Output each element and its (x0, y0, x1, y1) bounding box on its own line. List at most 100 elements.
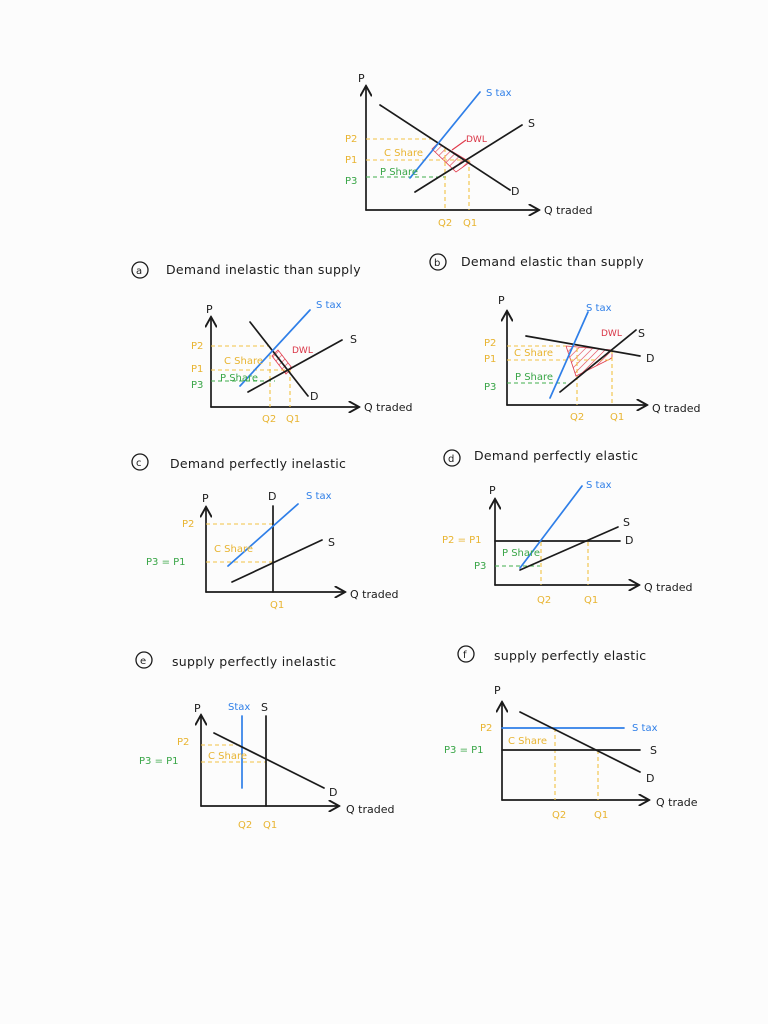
panel-f-demand-curve (519, 711, 641, 773)
main-q2-label: Q2 (438, 218, 452, 229)
panel-a-s-label: S (350, 333, 357, 346)
panel-e-stax-label: Stax (228, 702, 250, 713)
panel-f-p3p1-label: P3 = P1 (444, 745, 484, 756)
panel-b-stax-curve (549, 311, 589, 399)
panel-d-q1-label: Q1 (584, 595, 598, 606)
panel-c-badge (131, 453, 149, 471)
panel-f-letter: f (463, 650, 467, 661)
panel-a-badge (131, 261, 149, 279)
panel-b-p-label: P (498, 294, 505, 307)
panel-f-stax-label: S tax (632, 723, 658, 734)
main-s-label: S (528, 117, 535, 130)
panel-c-title: Demand perfectly inelastic (170, 456, 346, 471)
panel-b: b Demand elastic than supply P Q traded … (429, 253, 700, 423)
panel-f-p2-label: P2 (480, 723, 492, 734)
panel-e: e supply perfectly inelastic P Q traded … (135, 651, 394, 831)
panel-b-s-label: S (638, 327, 645, 340)
panel-d-p2p1-label: P2 = P1 (442, 535, 482, 546)
main-demand-curve (379, 104, 511, 191)
panel-a-stax-curve (239, 309, 311, 387)
panel-d: d Demand perfectly elastic P Q traded S … (442, 448, 692, 606)
main-p-label: P (358, 72, 365, 85)
panel-f-title: supply perfectly elastic (494, 648, 646, 663)
panel-e-demand-curve (213, 732, 325, 789)
panel-a-d-label: D (310, 390, 318, 403)
main-q-label: Q traded (544, 204, 592, 217)
panel-c-p3p1-label: P3 = P1 (146, 557, 186, 568)
panel-a-dwl-label: DWL (292, 346, 313, 356)
panel-a-p3-label: P3 (191, 380, 203, 391)
panel-c-p-label: P (202, 492, 209, 505)
main-stax-label: S tax (486, 88, 512, 99)
panel-d-q2-label: Q2 (537, 595, 551, 606)
panel-f-q1-label: Q1 (594, 810, 608, 821)
panel-d-p-share: P Share (502, 548, 540, 559)
panel-f-p-label: P (494, 684, 501, 697)
panel-b-letter: b (434, 258, 440, 269)
panel-a-demand-curve (249, 321, 309, 397)
panel-a-p2-label: P2 (191, 341, 203, 352)
panel-a-supply-curve (247, 339, 343, 393)
panel-a-p1-label: P1 (191, 364, 203, 375)
panel-a-c-share: C Share (224, 356, 263, 367)
main-p-share: P Share (380, 167, 418, 178)
panel-c-q-label: Q traded (350, 588, 398, 601)
panel-d-stax-label: S tax (586, 480, 612, 491)
panel-e-badge (135, 651, 153, 669)
main-diagram: P Q traded S tax S D DWL P2 P1 P3 C Shar… (345, 72, 592, 229)
panel-c-s-label: S (328, 536, 335, 549)
panel-e-s-label: S (261, 701, 268, 714)
panel-f-c-share: C Share (508, 736, 547, 747)
panel-a-q-label: Q traded (364, 401, 412, 414)
panel-e-title: supply perfectly inelastic (172, 654, 336, 669)
panel-f-q2-label: Q2 (552, 810, 566, 821)
panel-d-supply-curve (519, 526, 619, 571)
panel-a-p-share: P Share (220, 373, 258, 384)
panel-d-p-label: P (489, 484, 496, 497)
panel-d-title: Demand perfectly elastic (474, 448, 638, 463)
panel-b-q2-label: Q2 (570, 412, 584, 423)
panel-e-q2-label: Q2 (238, 820, 252, 831)
main-stax-curve (409, 91, 481, 179)
panel-c-d-label: D (268, 490, 276, 503)
panel-f-d-label: D (646, 772, 654, 785)
panel-b-p3-label: P3 (484, 382, 496, 393)
main-dwl-pointer (451, 139, 467, 151)
panel-c-letter: c (136, 458, 142, 469)
main-dwl-area (431, 142, 471, 173)
panel-b-title: Demand elastic than supply (461, 254, 644, 269)
panel-b-badge (429, 253, 447, 271)
main-supply-curve (414, 124, 523, 193)
panel-e-letter: e (140, 656, 146, 667)
panel-a-q2-label: Q2 (262, 414, 276, 425)
panel-b-supply-curve (559, 329, 637, 393)
panel-a-q1-label: Q1 (286, 414, 300, 425)
panel-b-q1-label: Q1 (610, 412, 624, 423)
panel-a-letter: a (136, 266, 142, 277)
panel-c-p2-label: P2 (182, 519, 194, 530)
panel-d-d-label: D (625, 534, 633, 547)
panel-e-q1-label: Q1 (263, 820, 277, 831)
main-c-share: C Share (384, 148, 423, 159)
panel-b-q-label: Q traded (652, 402, 700, 415)
panel-d-letter: d (448, 454, 454, 465)
panel-b-stax-label: S tax (586, 303, 612, 314)
panel-f-q-label: Q trade (656, 796, 698, 809)
main-q1-label: Q1 (463, 218, 477, 229)
main-d-label: D (511, 185, 519, 198)
panel-c-c-share: C Share (214, 544, 253, 555)
main-p1-label: P1 (345, 155, 357, 166)
panel-c-stax-label: S tax (306, 491, 332, 502)
panel-f: f supply perfectly elastic P Q trade S t… (444, 645, 698, 821)
panel-c: c Demand perfectly inelastic P Q traded … (131, 453, 398, 611)
panel-d-q-label: Q traded (644, 581, 692, 594)
panel-a: a Demand inelastic than supply P Q trade… (131, 261, 412, 425)
main-p3-label: P3 (345, 176, 357, 187)
panel-b-p-share: P Share (515, 372, 553, 383)
panel-e-q-label: Q traded (346, 803, 394, 816)
panel-b-p2-label: P2 (484, 338, 496, 349)
panel-b-demand-curve (525, 335, 641, 357)
panel-a-stax-label: S tax (316, 300, 342, 311)
panel-d-s-label: S (623, 516, 630, 529)
